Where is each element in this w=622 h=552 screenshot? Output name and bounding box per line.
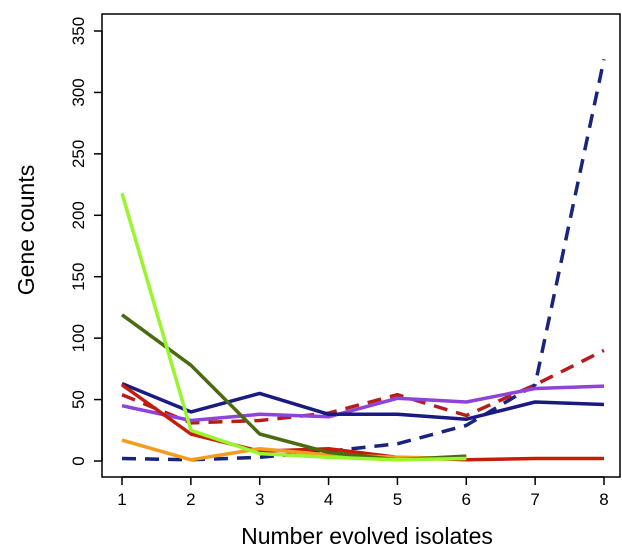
series-layer xyxy=(120,58,606,462)
x-tick-label: 3 xyxy=(255,490,264,509)
y-tick-label: 0 xyxy=(69,456,88,465)
y-tick-label: 150 xyxy=(69,263,88,291)
x-tick-label: 2 xyxy=(186,490,195,509)
y-tick-label: 250 xyxy=(69,140,88,168)
y-axis-title: Gene counts xyxy=(13,165,39,295)
series-line-1 xyxy=(121,58,606,462)
y-tick-label: 300 xyxy=(69,78,88,106)
x-tick-label: 8 xyxy=(599,490,608,509)
series-line-7 xyxy=(120,313,467,462)
x-tick-label: 7 xyxy=(530,490,539,509)
y-tick-label: 100 xyxy=(69,324,88,352)
series-line-4 xyxy=(121,381,605,421)
series-line-8 xyxy=(120,192,467,462)
x-tick-label: 1 xyxy=(117,490,126,509)
x-tick-label: 5 xyxy=(393,490,402,509)
y-tick-label: 350 xyxy=(69,17,88,45)
x-tick-label: 4 xyxy=(324,490,333,509)
y-axis: 0 50 100 150 200 250 300 350 xyxy=(69,17,103,466)
y-tick-label: 200 xyxy=(69,201,88,229)
x-tick-label: 6 xyxy=(462,490,471,509)
x-axis: 1 2 3 4 5 6 7 8 xyxy=(117,476,609,509)
x-axis-title: Number evolved isolates xyxy=(241,523,493,549)
series-line-3 xyxy=(121,384,605,423)
y-tick-label: 50 xyxy=(69,390,88,409)
series-line-5 xyxy=(120,383,604,462)
